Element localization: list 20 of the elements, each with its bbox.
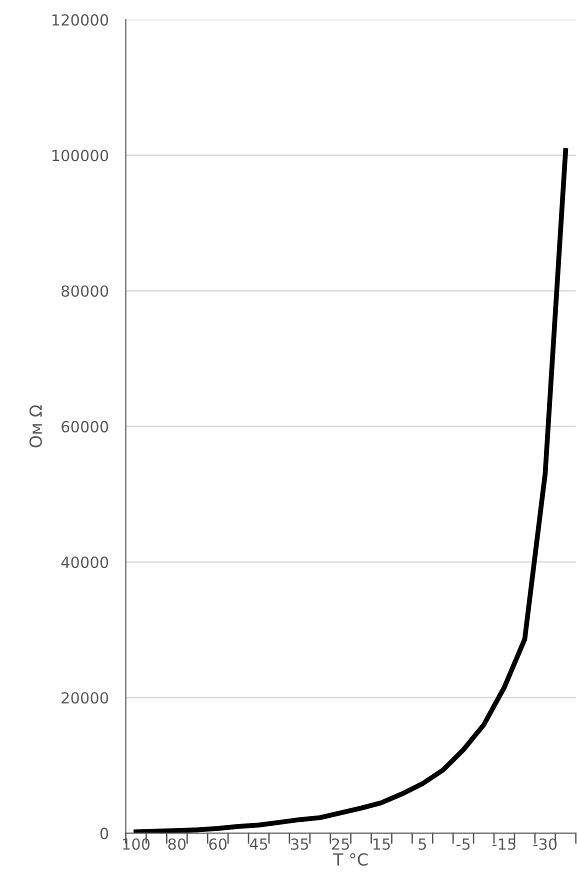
x-tick-label: 60 [209, 838, 227, 850]
y-tick-label: 20000 [62, 692, 108, 704]
x-axis-title: T °C [333, 853, 368, 866]
y-tick-label: 80000 [62, 285, 108, 297]
x-tick-label: -5 [456, 838, 470, 850]
x-tick-label: 25 [332, 838, 349, 850]
x-tick-label: -15 [492, 838, 516, 850]
x-tick-label: 5 [418, 838, 426, 850]
y-axis-title: Ом Ω [29, 405, 42, 448]
y-tick-label: 120000 [52, 14, 108, 26]
y-tick-label: 100000 [52, 150, 108, 162]
x-tick-label: 45 [250, 838, 268, 850]
x-tick-label: 35 [291, 838, 308, 850]
x-tick-label: 15 [373, 838, 390, 850]
y-tick-label: 40000 [61, 556, 108, 568]
line-series [134, 148, 568, 834]
x-tick-label: 100 [123, 838, 150, 850]
y-tick-label: 60000 [62, 420, 108, 432]
x-tick-label: 80 [168, 838, 186, 850]
y-tick-label: 0 [100, 828, 108, 840]
